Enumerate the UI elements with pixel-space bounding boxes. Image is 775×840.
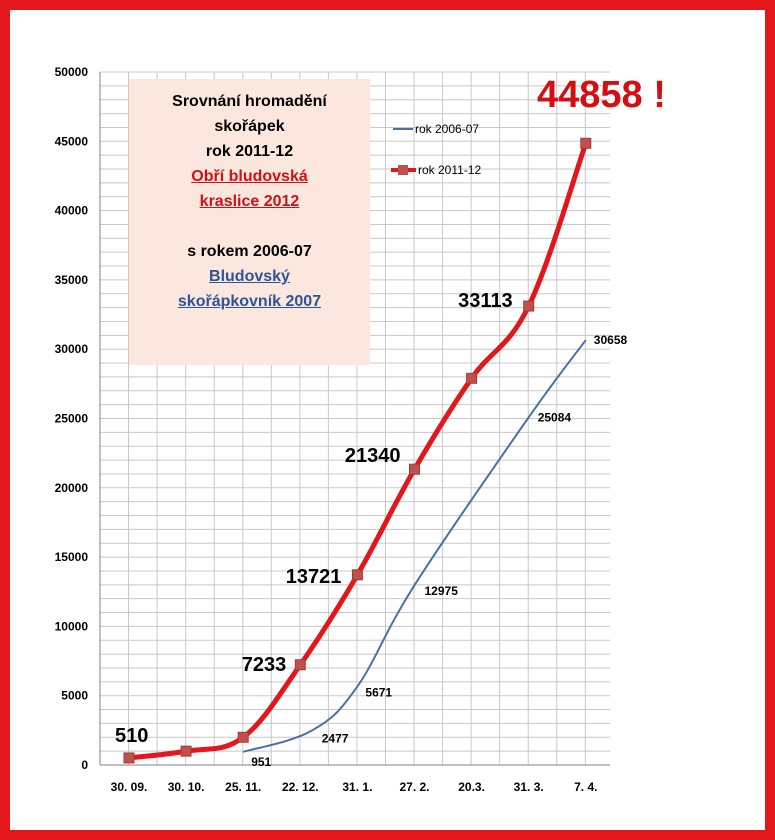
x-tick-label: 20.3.	[458, 780, 485, 794]
y-tick-label: 15000	[55, 550, 89, 564]
y-tick-label: 35000	[55, 273, 89, 287]
x-axis-ticks: 30. 09. 30. 10. 25. 11. 22. 12. 31. 1. 27. 2.…	[111, 780, 598, 794]
y-tick-label: 5000	[61, 689, 88, 703]
x-tick-label: 30. 09.	[111, 780, 148, 794]
y-tick-label: 25000	[55, 412, 89, 426]
series-line-2006-07	[242, 339, 587, 753]
note-title-line-2: skořápek	[214, 118, 285, 135]
x-tick-label: 30. 10.	[168, 780, 205, 794]
y-tick-label: 45000	[55, 134, 89, 148]
data-label-2011-12: 33113	[458, 290, 513, 312]
note-current-name-2: kraslice 2012	[199, 193, 300, 210]
note-year-previous: s rokem 2006-07	[187, 243, 312, 260]
x-tick-label: 7. 4.	[574, 780, 597, 794]
note-current-name-1: Obří bludovská	[191, 168, 308, 185]
legend: rok 2006-07 rok 2011-12	[391, 122, 481, 177]
series-marker-2011-12	[294, 659, 306, 671]
series-marker-2011-12	[580, 137, 592, 149]
data-label-2006-07: 12975	[425, 584, 459, 598]
note-title-line-1: Srovnání hromadění	[172, 93, 327, 110]
series-marker-2011-12	[409, 463, 420, 475]
legend-label-2011-12: rok 2011-12	[418, 163, 481, 177]
series-marker-2011-12	[180, 745, 192, 757]
y-tick-label: 30000	[55, 342, 89, 356]
data-labels: 510 7233 13721 21340 33113 951 2477 5671 12975 25…	[115, 290, 627, 769]
data-label-2006-07: 2477	[322, 732, 349, 746]
note-previous-name-2: skořápkovník 2007	[177, 293, 322, 310]
legend-marker-2011-12	[398, 165, 408, 175]
series-marker-2011-12	[523, 300, 535, 312]
data-label-2011-12: 7233	[242, 654, 287, 676]
legend-label-2006-07: rok 2006-07	[415, 122, 479, 136]
data-label-2006-07: 5671	[365, 685, 392, 699]
x-tick-label: 31. 1.	[342, 780, 372, 794]
info-note: Srovnání hromadění skořápek rok 2011-12 …	[129, 79, 370, 365]
note-previous-name-1: Bludovský	[209, 268, 290, 285]
y-tick-label: 40000	[55, 204, 89, 218]
note-spacer	[129, 214, 370, 239]
series-marker-2011-12	[237, 731, 249, 743]
x-tick-label: 27. 2.	[399, 780, 429, 794]
series-marker-2011-12	[123, 752, 135, 764]
note-year-current: rok 2011-12	[205, 143, 294, 160]
series-marker-2011-12	[351, 569, 363, 581]
y-tick-label: 0	[81, 758, 88, 772]
y-axis-ticks: 0 5000 10000 15000 20000 25000 30000 35000 40000…	[55, 65, 89, 772]
series-markers	[123, 137, 592, 764]
series-marker-2011-12	[466, 372, 478, 384]
x-tick-label: 31. 3.	[514, 780, 544, 794]
data-label-2011-12: 21340	[345, 445, 401, 467]
data-label-2006-07: 951	[251, 755, 271, 769]
highlight-annotation: 44858 !	[537, 74, 666, 116]
y-tick-label: 20000	[55, 481, 89, 495]
data-label-2011-12: 510	[115, 725, 148, 747]
y-tick-label: 50000	[55, 65, 89, 79]
x-tick-label: 22. 12.	[282, 780, 319, 794]
data-label-2011-12: 13721	[286, 566, 342, 588]
y-tick-label: 10000	[55, 619, 89, 633]
axes	[99, 72, 610, 766]
data-label-2006-07: 30658	[594, 333, 628, 347]
data-label-2006-07: 25084	[538, 410, 572, 424]
x-tick-label: 25. 11.	[225, 780, 261, 794]
